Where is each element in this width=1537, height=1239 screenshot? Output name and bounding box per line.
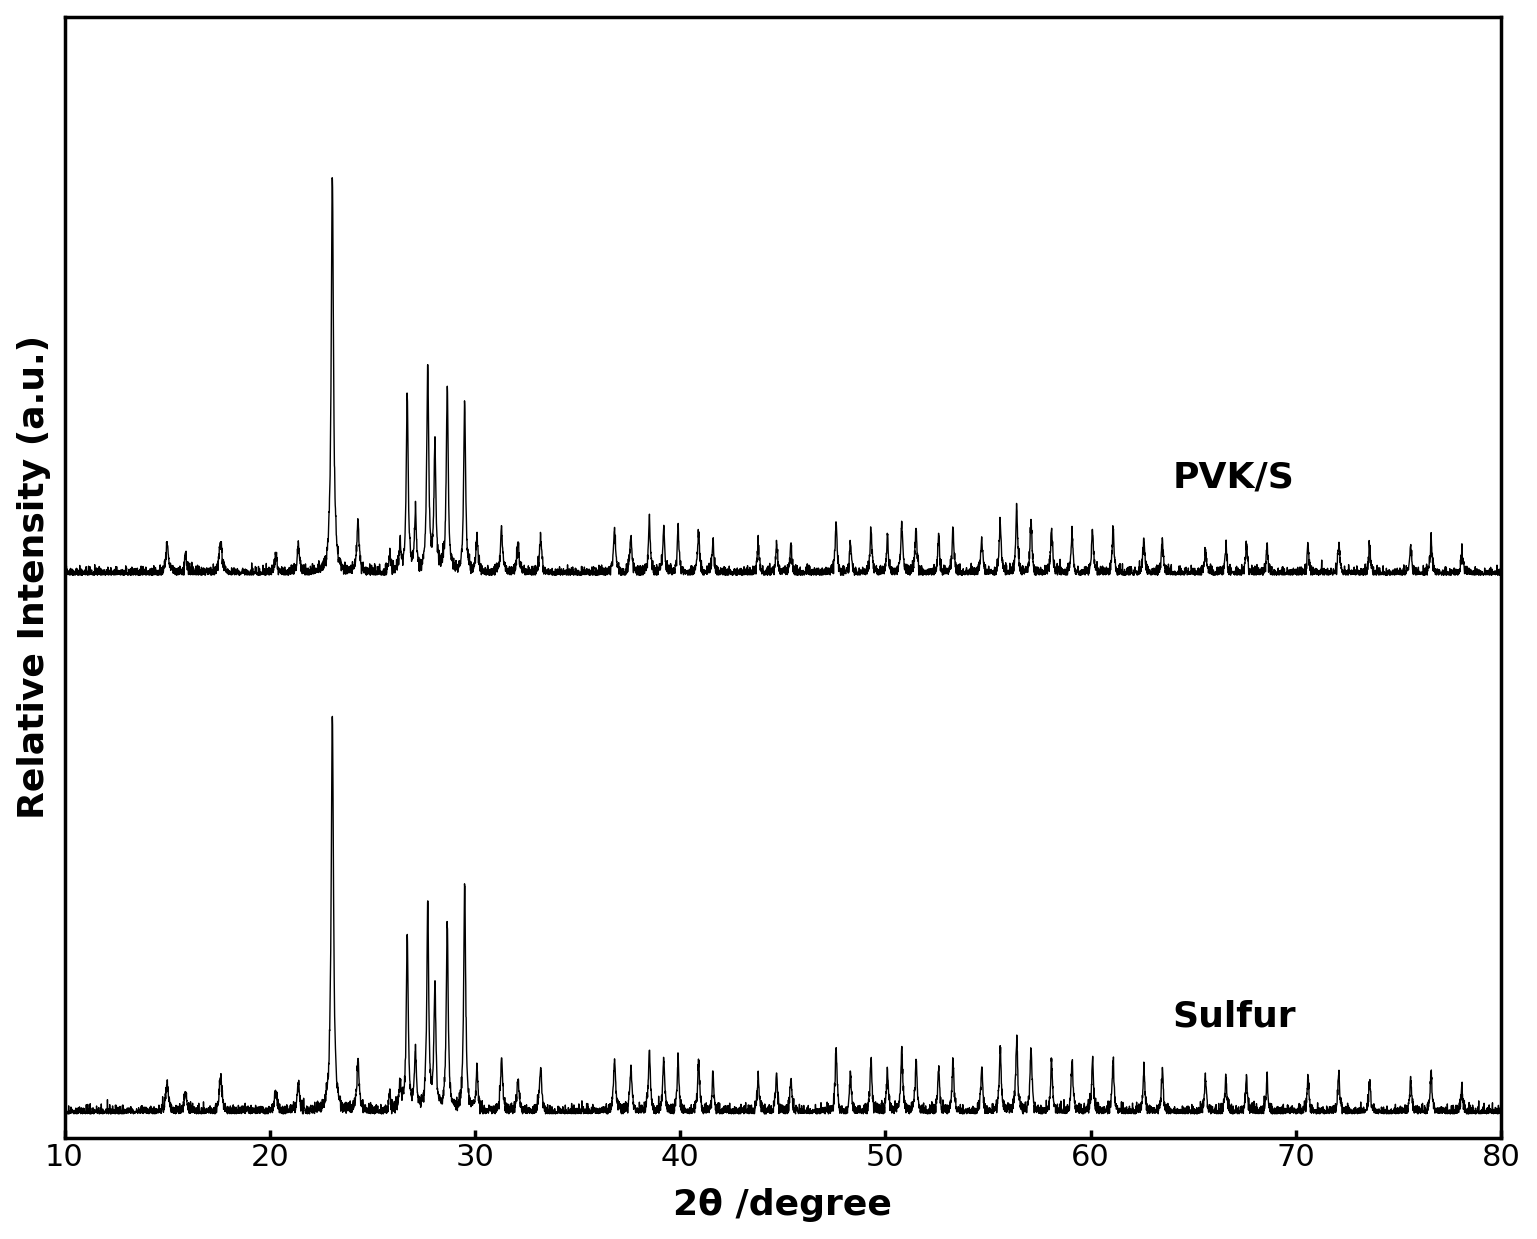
X-axis label: 2θ /degree: 2θ /degree (673, 1188, 891, 1223)
Text: Sulfur: Sulfur (1173, 999, 1296, 1033)
Text: PVK/S: PVK/S (1173, 461, 1294, 494)
Y-axis label: Relative Intensity (a.u.): Relative Intensity (a.u.) (17, 336, 51, 819)
